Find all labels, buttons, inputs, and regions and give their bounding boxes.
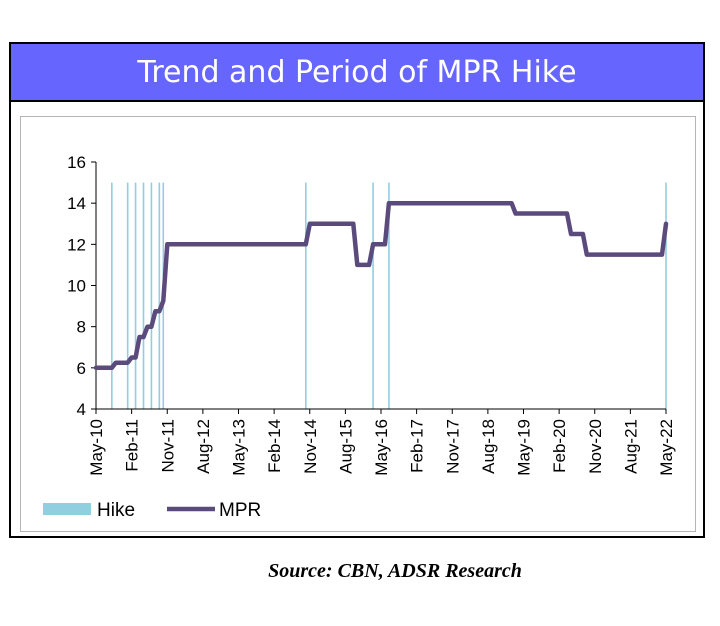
chart-title: Trend and Period of MPR Hike (137, 54, 577, 90)
x-tick-label: May-13 (230, 419, 249, 476)
x-tick-label: Nov-17 (443, 419, 462, 474)
plot-box: 4 6 8 10 12 14 16 May-10 Feb-11 Nov-11 Aug-12 May-1… (20, 116, 696, 532)
mpr-line (93, 200, 669, 371)
x-tick-label: Nov-11 (158, 419, 177, 473)
legend-hike-swatch (43, 503, 91, 515)
legend-mpr-label: MPR (219, 500, 261, 521)
y-tick-label: 4 (77, 400, 86, 419)
x-tick-label: May-22 (657, 419, 676, 476)
x-tick-label: Feb-20 (550, 419, 569, 473)
legend-hike-label: Hike (97, 500, 135, 521)
x-tick-label: May-10 (87, 419, 106, 476)
y-tick-label: 10 (67, 277, 86, 296)
x-tick-label: Aug-18 (479, 419, 498, 474)
y-tick-label: 16 (67, 153, 86, 172)
x-tick-label: Feb-17 (408, 419, 427, 473)
x-tick-label: Aug-21 (621, 419, 640, 474)
y-tick-label: 6 (77, 359, 86, 378)
source-caption: Source: CBN, ADSR Research (268, 560, 522, 582)
y-tick-label: 12 (67, 235, 86, 254)
x-tick-label: May-19 (515, 419, 534, 476)
x-tick-label: Nov-14 (301, 419, 320, 474)
x-tick-label: Feb-11 (123, 419, 142, 472)
x-tick-label: May-16 (372, 419, 391, 476)
x-tick-label: Nov-20 (586, 419, 605, 474)
mpr-chart: 4 6 8 10 12 14 16 May-10 Feb-11 Nov-11 Aug-12 May-1… (43, 153, 676, 521)
x-tick-label: Aug-15 (336, 419, 355, 474)
y-tick-label: 14 (67, 194, 86, 213)
title-bar: Trend and Period of MPR Hike (11, 44, 703, 102)
x-tick-label: Aug-12 (194, 419, 213, 474)
y-tick-label: 8 (77, 318, 86, 337)
chart-frame: Trend and Period of MPR Hike 4 6 8 10 12 14 16… (9, 42, 705, 538)
x-tick-label: Feb-14 (265, 419, 284, 473)
